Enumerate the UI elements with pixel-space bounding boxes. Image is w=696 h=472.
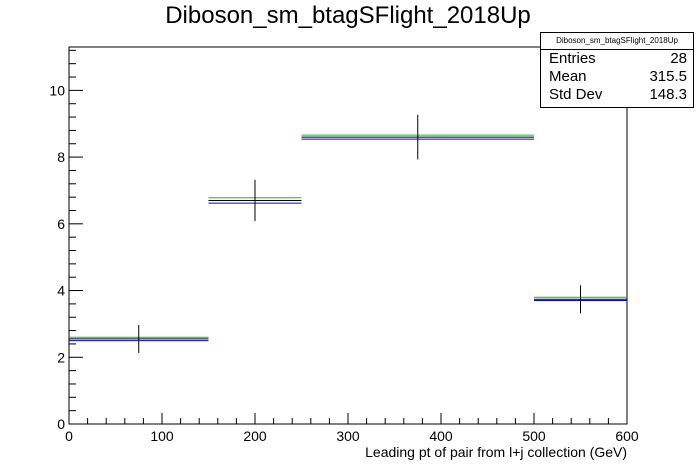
stats-entries-value: 28 — [670, 50, 687, 67]
x-tick-label: 600 — [615, 428, 639, 444]
y-tick-label: 8 — [57, 149, 65, 165]
y-tick-label: 0 — [57, 416, 65, 432]
chart-title: Diboson_sm_btagSFlight_2018Up — [165, 2, 531, 29]
y-tick-label: 10 — [49, 82, 65, 98]
stats-row-stddev: Std Dev 148.3 — [541, 86, 693, 104]
y-tick-label: 4 — [57, 283, 65, 299]
stats-row-entries: Entries 28 — [541, 50, 693, 68]
stats-mean-label: Mean — [549, 68, 587, 85]
y-tick-label: 2 — [57, 349, 65, 365]
stats-box-title: Diboson_sm_btagSFlight_2018Up — [541, 33, 693, 50]
x-axis-label: Leading pt of pair from l+j collection (… — [365, 444, 627, 460]
x-tick-label: 0 — [65, 428, 73, 444]
stats-stddev-label: Std Dev — [549, 86, 603, 103]
y-tick-label: 6 — [57, 216, 65, 232]
x-tick-label: 300 — [336, 428, 360, 444]
x-tick-label: 200 — [243, 428, 267, 444]
x-tick-label: 500 — [522, 428, 546, 444]
stats-entries-label: Entries — [549, 50, 596, 67]
stats-mean-value: 315.5 — [649, 68, 687, 85]
stats-row-mean: Mean 315.5 — [541, 68, 693, 86]
x-tick-label: 100 — [150, 428, 174, 444]
stats-box: Diboson_sm_btagSFlight_2018Up Entries 28… — [540, 32, 694, 108]
stats-stddev-value: 148.3 — [649, 86, 687, 103]
x-tick-label: 400 — [429, 428, 453, 444]
